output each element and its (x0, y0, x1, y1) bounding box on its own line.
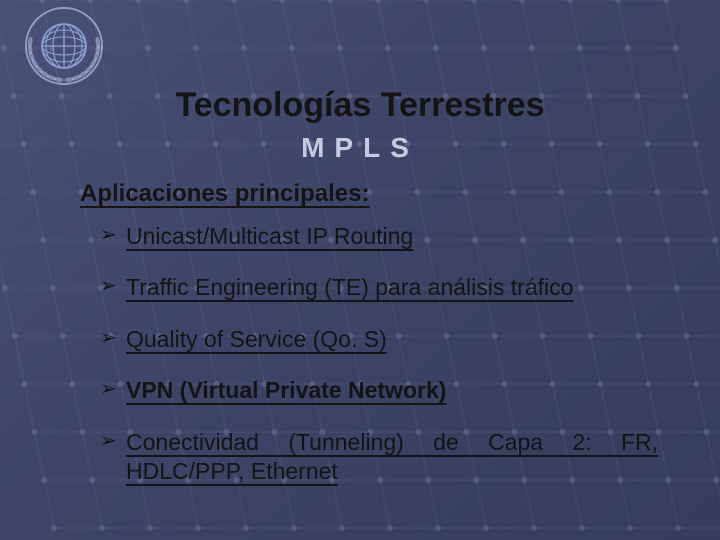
slide-title: Tecnologías Terrestres (0, 86, 720, 125)
section-heading: Aplicaciones principales: (80, 180, 369, 208)
bullet-text: Quality of Service (Qo. S) (126, 325, 658, 354)
bullet-text: Traffic Engineering (TE) para análisis t… (126, 273, 658, 302)
bullet-text: Conectividad (Tunneling) de Capa 2: FR, … (126, 428, 658, 487)
bullet-text: Unicast/Multicast IP Routing (126, 222, 658, 251)
bullet-list: ➢Unicast/Multicast IP Routing➢Traffic En… (100, 222, 658, 509)
bullet-marker-icon: ➢ (100, 222, 126, 249)
bullet-text: VPN (Virtual Private Network) (126, 376, 658, 405)
bullet-marker-icon: ➢ (100, 273, 126, 300)
slide-subtitle: MPLS (0, 132, 720, 164)
bullet-marker-icon: ➢ (100, 325, 126, 352)
bullet-marker-icon: ➢ (100, 376, 126, 403)
icao-logo (4, 4, 124, 89)
bullet-item: ➢Unicast/Multicast IP Routing (100, 222, 658, 251)
bullet-item: ➢ Conectividad (Tunneling) de Capa 2: FR… (100, 428, 658, 487)
slide: Tecnologías Terrestres MPLS Aplicaciones… (0, 0, 720, 540)
bullet-item: ➢Quality of Service (Qo. S) (100, 325, 658, 354)
bullet-item: ➢VPN (Virtual Private Network) (100, 376, 658, 405)
bullet-item: ➢Traffic Engineering (TE) para análisis … (100, 273, 658, 302)
bullet-marker-icon: ➢ (100, 428, 126, 455)
